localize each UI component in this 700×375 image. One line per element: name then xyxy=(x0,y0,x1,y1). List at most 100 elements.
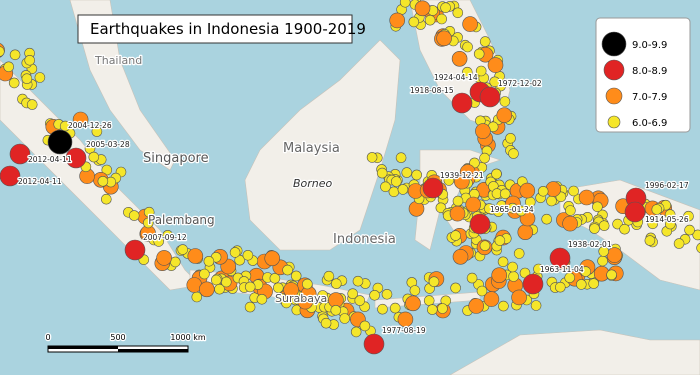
quake-m6 xyxy=(282,264,293,276)
quake-m7 xyxy=(462,16,478,32)
quake-m6 xyxy=(347,288,359,300)
quake-m6 xyxy=(399,0,411,8)
quake-m6 xyxy=(352,275,364,287)
event-date: 2007-09-12 xyxy=(143,233,187,242)
quake-m6 xyxy=(211,274,222,286)
earthquake-dots xyxy=(0,0,700,355)
quake-m6 xyxy=(269,272,281,284)
quake-m6 xyxy=(91,126,103,137)
quake-m6 xyxy=(9,49,21,61)
quake-m6 xyxy=(450,282,461,294)
quake-m7 xyxy=(451,50,468,67)
major-quake xyxy=(65,147,87,169)
quake-m6 xyxy=(588,278,600,289)
major-quake xyxy=(479,86,501,108)
quake-m6 xyxy=(242,250,254,261)
quake-m6 xyxy=(647,218,659,230)
quake-m6 xyxy=(389,302,401,314)
quake-m7 xyxy=(465,196,482,213)
title-box xyxy=(77,14,353,44)
quake-m6 xyxy=(436,13,448,25)
quake-m6 xyxy=(462,41,473,53)
map-title: Earthquakes in Indonesia 1900-2019 xyxy=(90,20,366,38)
event-date: 2004-12-26 xyxy=(68,121,112,130)
quake-m6 xyxy=(24,54,36,66)
legend: 9.0-9.9 8.0-8.9 7.0-7.9 6.0-6.9 xyxy=(601,31,667,129)
quake-m6 xyxy=(491,168,502,180)
quake-m6 xyxy=(692,229,700,241)
major-quake xyxy=(363,333,385,355)
legend-swatch xyxy=(603,59,625,81)
quake-m6 xyxy=(339,313,351,324)
quake-m6 xyxy=(450,230,461,241)
event-date: 1996-02-17 xyxy=(645,181,689,190)
quake-m6 xyxy=(564,272,576,284)
quake-m7 xyxy=(199,281,215,298)
legend-swatch xyxy=(601,31,627,57)
place-name: Palembang xyxy=(148,213,215,227)
place-name: Borneo xyxy=(293,177,333,190)
quake-m6 xyxy=(598,220,610,231)
quake-m6 xyxy=(26,99,38,110)
event-date: 1938-02-01 xyxy=(568,240,612,249)
quake-m6 xyxy=(199,268,210,280)
quake-m6 xyxy=(377,303,388,315)
quake-m6 xyxy=(143,206,155,218)
quake-m6 xyxy=(301,278,313,290)
event-date: 1924-04-14 xyxy=(434,73,478,82)
quake-m6 xyxy=(466,272,478,284)
quake-m6 xyxy=(153,236,164,247)
quake-m6 xyxy=(664,218,676,230)
quake-m6 xyxy=(592,201,603,213)
quake-m6 xyxy=(8,77,20,89)
quake-m6 xyxy=(683,210,694,222)
major-quake xyxy=(451,92,473,114)
quake-m6 xyxy=(575,279,587,290)
quake-m6 xyxy=(589,223,600,234)
quake-m6 xyxy=(330,278,342,290)
quake-m7 xyxy=(517,224,534,240)
quake-m6 xyxy=(546,195,557,207)
quake-m7 xyxy=(562,215,578,232)
quake-m7 xyxy=(483,291,500,307)
quake-m6 xyxy=(272,282,284,294)
quake-m6 xyxy=(390,176,402,187)
legend-label: 9.0-9.9 xyxy=(632,40,667,51)
event-date: 2012-04-11 xyxy=(18,177,62,186)
scale-bar: 0 500 1000 km xyxy=(44,332,207,353)
quake-m6 xyxy=(320,317,332,329)
quake-m7 xyxy=(72,111,89,128)
quake-m6 xyxy=(619,223,630,235)
major-quake xyxy=(422,177,444,199)
quake-m6 xyxy=(395,152,407,163)
quake-m6 xyxy=(3,61,14,73)
legend-label: 6.0-6.9 xyxy=(632,118,667,129)
place-name: Singapore xyxy=(143,151,209,166)
major-quake xyxy=(549,247,571,269)
quake-m6 xyxy=(479,36,491,47)
quake-m6 xyxy=(203,255,215,267)
major-quake xyxy=(522,273,544,295)
quake-m7 xyxy=(283,282,299,298)
legend-label: 8.0-8.9 xyxy=(632,66,667,77)
quake-m6 xyxy=(507,261,518,273)
major-quake xyxy=(0,165,21,187)
quake-m6 xyxy=(598,246,610,257)
quake-m6 xyxy=(21,73,33,84)
quake-m6 xyxy=(568,185,579,197)
event-date: 1963-11-04 xyxy=(540,265,584,274)
quake-m6 xyxy=(508,271,519,282)
event-date: 1918-08-15 xyxy=(410,86,454,95)
quake-m6 xyxy=(426,304,438,315)
quake-m7 xyxy=(491,267,508,284)
quake-m6 xyxy=(376,167,388,179)
quake-m7 xyxy=(389,12,406,29)
quake-m6 xyxy=(359,320,371,332)
quake-m6 xyxy=(143,217,154,229)
event-date: 2012-04-11 xyxy=(28,155,72,164)
scale-label: 500 xyxy=(110,333,125,342)
quake-m6 xyxy=(505,133,516,144)
quake-m6 xyxy=(401,167,413,178)
quake-m6 xyxy=(128,210,140,221)
quake-m7 xyxy=(449,205,466,222)
